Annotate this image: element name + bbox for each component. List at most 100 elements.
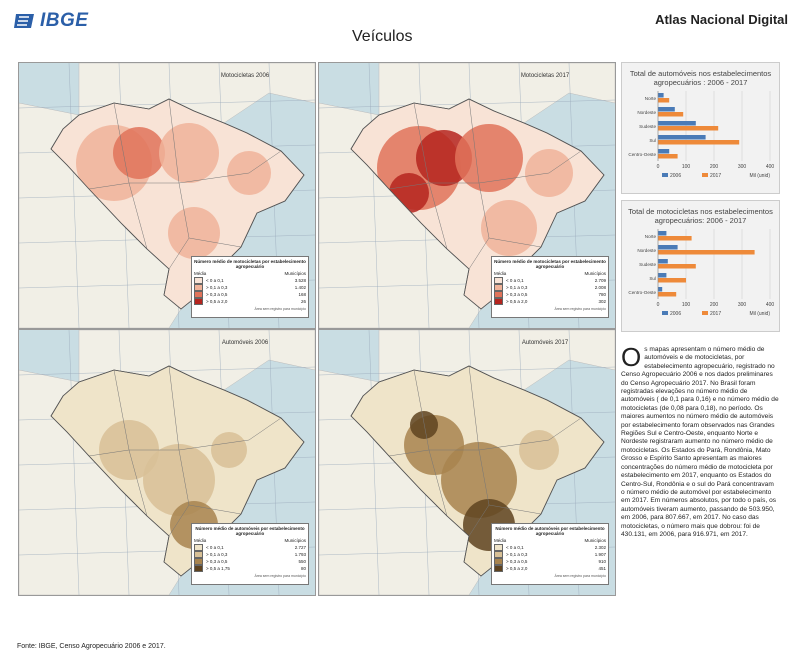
bar-2006 xyxy=(658,273,667,278)
chart-title: Total de automóveis nos estabelecimentos… xyxy=(629,69,772,87)
legend-col-media: Média xyxy=(494,538,507,544)
legend-title: Número médio de automóveis por estabelec… xyxy=(495,526,605,537)
category-label: Centro-Oeste xyxy=(628,290,656,295)
legend-row: < 0 a 0,1 2.709 xyxy=(494,276,606,284)
bar-2017 xyxy=(658,126,719,131)
map-motocicletas-2006: Motocicletas 2006 Número médio de motocic… xyxy=(18,62,316,329)
bar-2017 xyxy=(658,292,677,297)
ibge-logo-icon xyxy=(14,14,34,28)
x-axis-label: Mil (unid) xyxy=(749,173,770,179)
category-label: Sudeste xyxy=(639,262,656,267)
legend-row: > 0,3 a 0,5 550 xyxy=(194,557,306,565)
dropcap: O xyxy=(621,342,642,372)
legend-col-media: Média xyxy=(194,271,207,277)
legend-class-label: > 0,1 a 0,3 xyxy=(506,284,528,290)
legend-title: Número médio de automóveis por estabelec… xyxy=(195,526,305,537)
legend-row: > 0,3 a 0,5 780 xyxy=(494,290,606,298)
chart-motocicletas: Total de motocicletas nos estabeleciment… xyxy=(621,200,780,332)
map-title: Motocicletas 2006 xyxy=(220,73,270,79)
legend-class-count: 3.528 xyxy=(294,277,306,283)
legend-row: < 0 a 0,1 3.528 xyxy=(194,276,306,284)
ibge-logo: IBGE xyxy=(14,10,88,32)
bar-2006 xyxy=(658,121,696,126)
map-legend: Número médio de automóveis por estabelec… xyxy=(491,523,609,585)
map-title: Automóveis 2006 xyxy=(221,340,269,346)
map-automoveis-2017: Automóveis 2017 Número médio de automóvei… xyxy=(318,329,616,596)
x-tick-label: 100 xyxy=(682,164,691,170)
legend-swatch xyxy=(702,173,708,177)
bar-2017 xyxy=(658,98,670,103)
legend-title: Número médio de motocicletas por estabel… xyxy=(194,259,306,270)
category-label: Nordeste xyxy=(637,248,656,253)
bar-2017 xyxy=(658,250,755,255)
category-label: Nordeste xyxy=(637,110,656,115)
bar-chart-automoveis: 0 100 200 300 400 Norte Nordeste Sudeste Sul Cent… xyxy=(628,91,775,179)
map-title: Automóveis 2017 xyxy=(521,340,569,346)
atlas-title: Atlas Nacional Digital xyxy=(655,12,788,27)
legend-swatch xyxy=(494,276,503,284)
legend-class-label: > 0,3 a 0,5 xyxy=(506,558,528,564)
legend-swatch xyxy=(194,283,203,291)
legend-swatch xyxy=(494,557,503,565)
x-tick-label: 400 xyxy=(766,164,775,170)
legend-class-count: 1.907 xyxy=(594,551,606,557)
legend-col-municipios: Municípios xyxy=(284,271,306,277)
legend-swatch xyxy=(194,550,203,558)
legend-col-media: Média xyxy=(494,271,507,277)
legend-note: Área sem registro para município xyxy=(254,573,306,578)
x-tick-label: 200 xyxy=(710,164,719,170)
legend-swatch xyxy=(662,173,668,177)
legend-label: 2017 xyxy=(710,173,721,179)
legend-swatch xyxy=(194,290,203,298)
legend-swatch xyxy=(494,550,503,558)
legend-note: Área sem registro para município xyxy=(254,306,306,311)
legend-row: < 0 a 0,1 2.727 xyxy=(194,543,306,551)
legend-class-label: > 0,5 a 2,0 xyxy=(206,298,228,304)
description-body: s mapas apresentam o número médio de aut… xyxy=(621,346,779,538)
legend-class-count: 550 xyxy=(298,558,306,564)
legend-swatch xyxy=(194,297,203,305)
legend-class-count: 26 xyxy=(300,298,306,304)
bar-2017 xyxy=(658,278,686,283)
legend-row: > 0,1 a 0,3 2.008 xyxy=(494,283,606,291)
legend-class-count: 780 xyxy=(598,291,606,297)
legend-class-count: 302 xyxy=(598,298,606,304)
x-tick-label: 200 xyxy=(710,302,719,308)
bar-2006 xyxy=(658,287,663,292)
legend-swatch xyxy=(662,311,668,315)
bar-2006 xyxy=(658,149,670,154)
legend-swatch xyxy=(194,543,203,551)
legend-row: > 0,1 a 0,3 1.402 xyxy=(194,283,306,291)
x-tick-label: 100 xyxy=(682,302,691,308)
legend-note: Área sem registro para município xyxy=(554,306,606,311)
legend-class-label: > 0,1 a 0,3 xyxy=(206,284,228,290)
legend-class-label: > 0,5 a 2,0 xyxy=(506,565,528,571)
map-legend: Número médio de motocicletas por estabel… xyxy=(491,256,609,318)
legend-class-label: > 0,5 a 2,0 xyxy=(506,298,528,304)
legend-class-count: 1.793 xyxy=(294,551,306,557)
x-tick-label: 300 xyxy=(738,302,747,308)
legend-class-label: > 0,1 a 0,3 xyxy=(506,551,528,557)
legend-class-label: > 0,3 a 0,5 xyxy=(206,291,228,297)
map-motocicletas-2017: Motocicletas 2017 Número médio de motocic… xyxy=(318,62,616,329)
legend-swatch xyxy=(494,290,503,298)
bar-2006 xyxy=(658,259,668,264)
map-automoveis-2006: Automóveis 2006 Número médio de automóvei… xyxy=(18,329,316,596)
category-label: Sul xyxy=(649,138,656,143)
x-tick-label: 300 xyxy=(738,164,747,170)
legend-col-media: Média xyxy=(194,538,207,544)
legend-swatch xyxy=(194,557,203,565)
legend-row: < 0 a 0,1 2.302 xyxy=(494,543,606,551)
legend-class-label: > 0,1 a 0,3 xyxy=(206,551,228,557)
legend-label: 2017 xyxy=(710,311,721,317)
bar-2017 xyxy=(658,154,678,159)
source-footer: Fonte: IBGE, Censo Agropecuário 2006 e 2… xyxy=(17,643,166,650)
map-legend: Número médio de automóveis por estabelec… xyxy=(191,523,309,585)
x-tick-label: 400 xyxy=(766,302,775,308)
category-label: Centro-Oeste xyxy=(628,152,656,157)
legend-swatch xyxy=(194,276,203,284)
legend-col-municipios: Municípios xyxy=(284,538,306,544)
bar-2006 xyxy=(658,107,675,112)
x-axis-label: Mil (unid) xyxy=(749,311,770,317)
category-label: Sul xyxy=(649,276,656,281)
